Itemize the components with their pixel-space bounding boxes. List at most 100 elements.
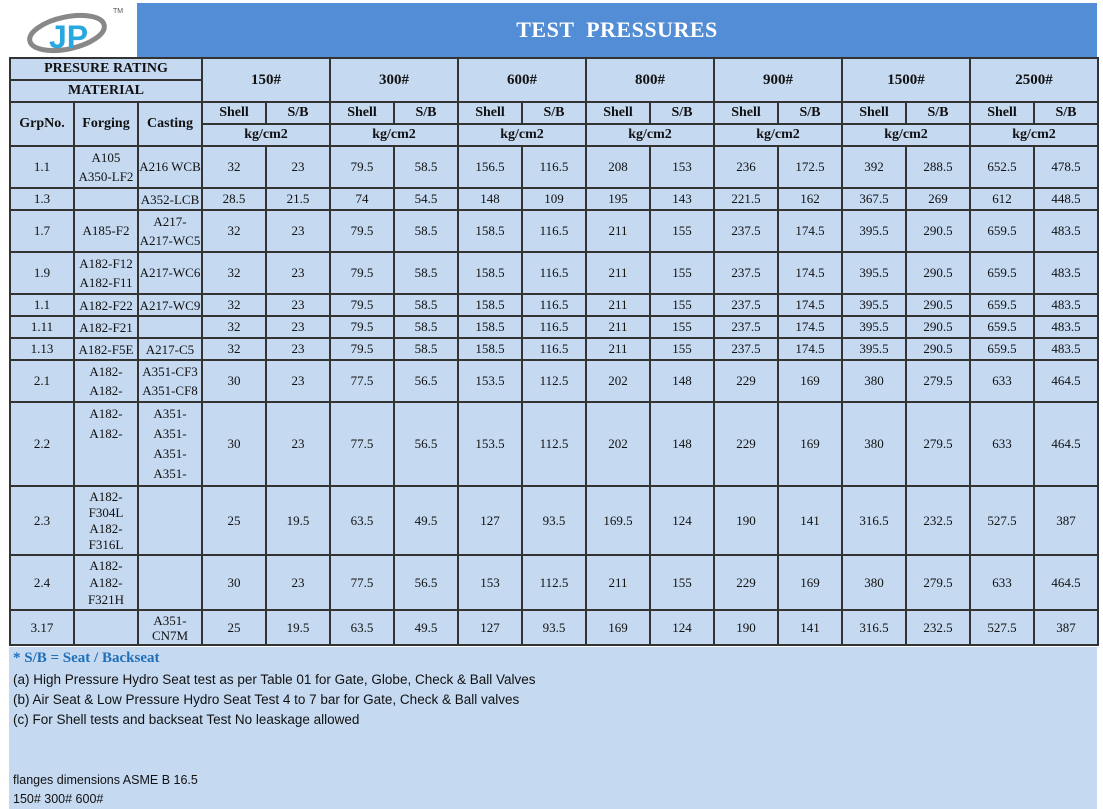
sb-value: 23 (265, 401, 331, 487)
casting-line: A351-CF8 (142, 383, 198, 398)
sb-value: 23 (265, 293, 331, 317)
sb-value: 174.5 (777, 293, 843, 317)
table-row: 1.11 A182-F21 32 23 79.5 58.5 158.5 116.5 211 155… (9, 315, 1099, 339)
company-logo: JP TM (9, 3, 137, 57)
sb-value: 49.5 (393, 609, 459, 646)
sb-value: 155 (649, 293, 715, 317)
shell-value: 229 (713, 359, 779, 403)
shell-value: 190 (713, 485, 779, 556)
shell-value: 237.5 (713, 293, 779, 317)
sb-value: 58.5 (393, 315, 459, 339)
sb-value: 124 (649, 485, 715, 556)
sb-value: 174.5 (777, 337, 843, 361)
sb-value: 478.5 (1033, 145, 1099, 189)
material-header: MATERIAL (9, 79, 203, 103)
forging-cell (73, 609, 139, 646)
sb-value: 21.5 (265, 187, 331, 211)
sb-value: 290.5 (905, 337, 971, 361)
table-row: 1.3 A352-LCB 28.5 21.5 74 54.5 148 109 195 143 221… (9, 187, 1099, 211)
unit-header: kg/cm2 (201, 123, 331, 147)
sb-value: 153 (649, 145, 715, 189)
sb-value: 23 (265, 209, 331, 253)
sb-value: 23 (265, 554, 331, 611)
sb-value: 155 (649, 554, 715, 611)
shell-value: 612 (969, 187, 1035, 211)
unit-header: kg/cm2 (585, 123, 715, 147)
shell-value: 202 (585, 359, 651, 403)
shell-value: 211 (585, 209, 651, 253)
sb-value: 58.5 (393, 145, 459, 189)
forging-cell: A182- F304L A182- F316L (73, 485, 139, 556)
shell-value: 158.5 (457, 209, 523, 253)
forging-line: A185-F2 (82, 223, 130, 238)
shell-value: 32 (201, 315, 267, 339)
table-row: 2.3 A182- F304L A182- F316L 25 19.5 63.5 49.5 127… (9, 485, 1099, 556)
sb-note: * S/B = Seat / Backseat (13, 650, 160, 666)
sb-value: 174.5 (777, 251, 843, 295)
shell-value: 211 (585, 315, 651, 339)
pressure-rating-header: PRESURE RATING (9, 57, 203, 81)
casting-line: A351- (153, 446, 187, 461)
sb-value: 23 (265, 145, 331, 189)
shell-value: 395.5 (841, 293, 907, 317)
grp-cell: 2.1 (9, 359, 75, 403)
grp-cell: 3.17 (9, 609, 75, 646)
shell-value: 395.5 (841, 315, 907, 339)
sb-value: 232.5 (905, 485, 971, 556)
table-row: 1.13 A182-F5E A217-C5 32 23 79.5 58.5 158.5 116.… (9, 337, 1099, 361)
casting-line: CN7M (151, 627, 189, 643)
table-row: 2.4 A182- A182- F321H 30 23 77.5 56.5 153 112.5 21… (9, 554, 1099, 611)
forging-line: A182-F21 (79, 319, 133, 335)
shell-value: 395.5 (841, 337, 907, 361)
unit-header: kg/cm2 (713, 123, 843, 147)
grp-cell: 1.3 (9, 187, 75, 211)
sb-header: S/B (393, 101, 459, 125)
casting-cell: A217-WC9 (137, 293, 203, 317)
shell-value: 237.5 (713, 337, 779, 361)
shell-header: Shell (713, 101, 779, 125)
shell-header: Shell (457, 101, 523, 125)
sb-header: S/B (521, 101, 587, 125)
sb-value: 387 (1033, 609, 1099, 646)
forging-line (76, 464, 136, 484)
casting-line: A217- (153, 214, 187, 229)
shell-value: 211 (585, 251, 651, 295)
class-header: 150# (201, 57, 331, 103)
casting-header: Casting (137, 101, 203, 147)
grp-cell: 2.4 (9, 554, 75, 611)
table-row: 1.1 A105 A350-LF2 A216 WCB 32 23 79.5 58.5 156.5… (9, 145, 1099, 189)
shell-value: 659.5 (969, 315, 1035, 339)
forging-line: A182- (89, 575, 123, 590)
sb-value: 155 (649, 209, 715, 253)
sb-value: 116.5 (521, 145, 587, 189)
shell-value: 25 (201, 485, 267, 556)
shell-value: 236 (713, 145, 779, 189)
forging-cell: A182- A182- (73, 359, 139, 403)
sb-value: 56.5 (393, 554, 459, 611)
casting-line: A216 WCB (139, 159, 201, 174)
sb-value: 116.5 (521, 251, 587, 295)
forging-line: A182-F5E (78, 341, 134, 357)
shell-value: 659.5 (969, 337, 1035, 361)
forging-line: A182- (89, 520, 123, 536)
unit-header: kg/cm2 (329, 123, 459, 147)
grp-cell: 2.3 (9, 485, 75, 556)
sb-value: 290.5 (905, 315, 971, 339)
sb-value: 49.5 (393, 485, 459, 556)
shell-value: 79.5 (329, 293, 395, 317)
sb-value: 112.5 (521, 554, 587, 611)
sb-value: 124 (649, 609, 715, 646)
shell-value: 316.5 (841, 609, 907, 646)
grp-cell: 1.7 (9, 209, 75, 253)
forging-line: A182- (89, 558, 123, 573)
shell-value: 30 (201, 554, 267, 611)
casting-cell: A217-C5 (137, 337, 203, 361)
unit-header: kg/cm2 (841, 123, 971, 147)
shell-value: 79.5 (329, 145, 395, 189)
sb-value: 116.5 (521, 293, 587, 317)
forging-line: A182- (89, 364, 123, 379)
shell-value: 30 (201, 401, 267, 487)
table-row: 2.2 A182- A182- A351- A351- A351- A351- 30 23 77.… (9, 401, 1099, 487)
sb-value: 464.5 (1033, 554, 1099, 611)
shell-value: 127 (457, 485, 523, 556)
